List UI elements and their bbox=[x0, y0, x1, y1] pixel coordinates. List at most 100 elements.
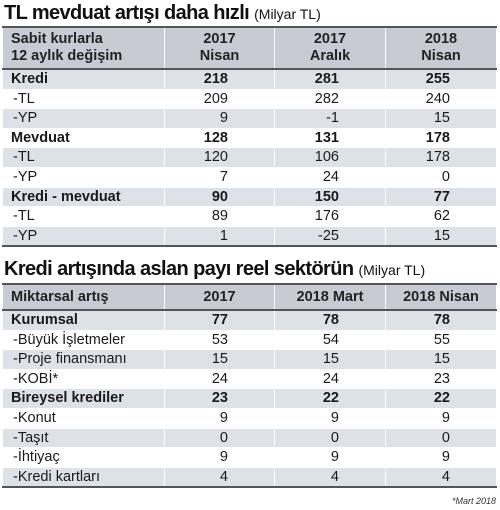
row-value: 120 bbox=[164, 147, 275, 168]
row-value: 178 bbox=[385, 128, 497, 149]
row-value: 78 bbox=[274, 310, 386, 331]
row-value: 24 bbox=[274, 167, 386, 188]
table-row: -YP 9 -1 15 bbox=[2, 108, 497, 129]
table2-header-col: 2018 Nisan bbox=[385, 283, 497, 311]
row-value: 15 bbox=[385, 349, 497, 370]
row-value: 0 bbox=[385, 428, 497, 449]
row-value: 55 bbox=[385, 330, 497, 351]
row-value: 22 bbox=[385, 388, 497, 409]
row-label: -Proje finansmanı bbox=[2, 349, 165, 370]
row-label: Kurumsal bbox=[2, 310, 165, 331]
table1-header-col-month: Nisan bbox=[421, 48, 461, 64]
row-value: -25 bbox=[274, 226, 386, 248]
row-value: 240 bbox=[385, 89, 497, 110]
row-value: 255 bbox=[385, 69, 497, 90]
row-label: Bireysel krediler bbox=[2, 388, 165, 409]
table1-header-col: 2018 Nisan bbox=[385, 26, 497, 70]
row-label: -Kredi kartları bbox=[2, 467, 165, 489]
table-row: Bireysel krediler 23 22 22 bbox=[2, 388, 497, 409]
row-label: -TL bbox=[2, 147, 165, 168]
table2-header-col: 2018 Mart bbox=[274, 283, 386, 311]
table-row: -Taşıt 0 0 0 bbox=[2, 428, 497, 449]
row-value: 15 bbox=[164, 349, 275, 370]
table2-body: Kurumsal 77 78 78 -Büyük İşletmeler 53 54 55 -Pr… bbox=[2, 310, 497, 489]
table-row: -Konut 9 9 9 bbox=[2, 408, 497, 429]
row-value: 0 bbox=[164, 428, 275, 449]
row-value: -1 bbox=[274, 108, 386, 129]
table-row: -Proje finansmanı 15 15 15 bbox=[2, 349, 497, 370]
table2-unit: (Milyar TL) bbox=[358, 262, 426, 278]
footnote: *Mart 2018 bbox=[451, 496, 496, 506]
row-label: -İhtiyaç bbox=[2, 447, 165, 468]
row-value: 23 bbox=[164, 388, 275, 409]
row-value: 15 bbox=[385, 226, 497, 248]
table1-header-label-line1: Sabit kurlarla bbox=[11, 31, 103, 47]
table-row: -İhtiyaç 9 9 9 bbox=[2, 447, 497, 468]
row-value: 282 bbox=[274, 89, 386, 110]
row-value: 9 bbox=[385, 447, 497, 468]
row-value: 53 bbox=[164, 330, 275, 351]
row-value: 0 bbox=[385, 167, 497, 188]
row-value: 218 bbox=[164, 69, 275, 90]
row-label: Kredi bbox=[2, 69, 165, 90]
row-label: -Taşıt bbox=[2, 428, 165, 449]
row-value: 7 bbox=[164, 167, 275, 188]
table-row: -Büyük İşletmeler 53 54 55 bbox=[2, 330, 497, 351]
row-value: 178 bbox=[385, 147, 497, 168]
table1-header-row: Sabit kurlarla 12 aylık değişim 2017 Nis… bbox=[2, 26, 497, 70]
table-row: -YP 7 24 0 bbox=[2, 167, 497, 188]
row-value: 23 bbox=[385, 369, 497, 390]
row-value: 24 bbox=[274, 369, 386, 390]
row-value: 15 bbox=[385, 108, 497, 129]
row-value: 281 bbox=[274, 69, 386, 90]
row-label: -TL bbox=[2, 89, 165, 110]
table2-header-col: 2017 bbox=[164, 283, 275, 311]
table1-title-text: TL mevduat artışı daha hızlı bbox=[4, 2, 250, 24]
row-value: 0 bbox=[274, 428, 386, 449]
row-value: 176 bbox=[274, 206, 386, 227]
row-value: 131 bbox=[274, 128, 386, 149]
table1-body: Kredi 218 281 255 -TL 209 282 240 -YP 9 -1 15 Mevdua… bbox=[2, 69, 497, 248]
table-row: -YP 1 -25 15 bbox=[2, 226, 497, 248]
table1-header-col-year: 2017 bbox=[203, 31, 236, 47]
table-row: -TL 89 176 62 bbox=[2, 206, 497, 227]
row-value: 89 bbox=[164, 206, 275, 227]
table1-title: TL mevduat artışı daha hızlı (Milyar TL) bbox=[4, 2, 321, 25]
row-value: 9 bbox=[164, 408, 275, 429]
row-label: Mevduat bbox=[2, 128, 165, 149]
table1-header-label: Sabit kurlarla 12 aylık değişim bbox=[2, 26, 165, 70]
row-value: 24 bbox=[164, 369, 275, 390]
row-value: 54 bbox=[274, 330, 386, 351]
table-row: Kredi 218 281 255 bbox=[2, 69, 497, 90]
table1-header-col: 2017 Aralık bbox=[274, 26, 386, 70]
table-row: Kredi - mevduat 90 150 77 bbox=[2, 187, 497, 208]
table1-header-col-month: Aralık bbox=[309, 48, 351, 64]
row-value: 4 bbox=[164, 467, 275, 489]
table2-title-text: Kredi artışında aslan payı reel sektörün bbox=[4, 258, 354, 280]
row-value: 77 bbox=[164, 310, 275, 331]
table1-header-col-month: Nisan bbox=[199, 48, 240, 64]
row-label: Kredi - mevduat bbox=[2, 187, 165, 208]
credit-growth-table: Miktarsal artış 2017 2018 Mart 2018 Nisa… bbox=[2, 283, 497, 489]
table1-unit: (Milyar TL) bbox=[254, 6, 321, 22]
row-label: -Büyük İşletmeler bbox=[2, 330, 165, 351]
row-value: 128 bbox=[164, 128, 275, 149]
row-label: -TL bbox=[2, 206, 165, 227]
row-value: 9 bbox=[274, 447, 386, 468]
row-value: 9 bbox=[274, 408, 386, 429]
table-row: Mevduat 128 131 178 bbox=[2, 128, 497, 149]
row-label: -YP bbox=[2, 167, 165, 188]
table-row: -KOBİ* 24 24 23 bbox=[2, 369, 497, 390]
table2-header-label: Miktarsal artış bbox=[2, 283, 165, 311]
table2-header-row: Miktarsal artış 2017 2018 Mart 2018 Nisa… bbox=[2, 283, 497, 311]
table1-header-col-year: 2017 bbox=[313, 31, 347, 47]
row-value: 1 bbox=[164, 226, 275, 248]
row-label: -YP bbox=[2, 108, 165, 129]
row-label: -KOBİ* bbox=[2, 369, 165, 390]
table1-header-col: 2017 Nisan bbox=[164, 26, 275, 70]
row-value: 209 bbox=[164, 89, 275, 110]
row-value: 77 bbox=[385, 187, 497, 208]
table-row: -TL 209 282 240 bbox=[2, 89, 497, 110]
row-value: 78 bbox=[385, 310, 497, 331]
